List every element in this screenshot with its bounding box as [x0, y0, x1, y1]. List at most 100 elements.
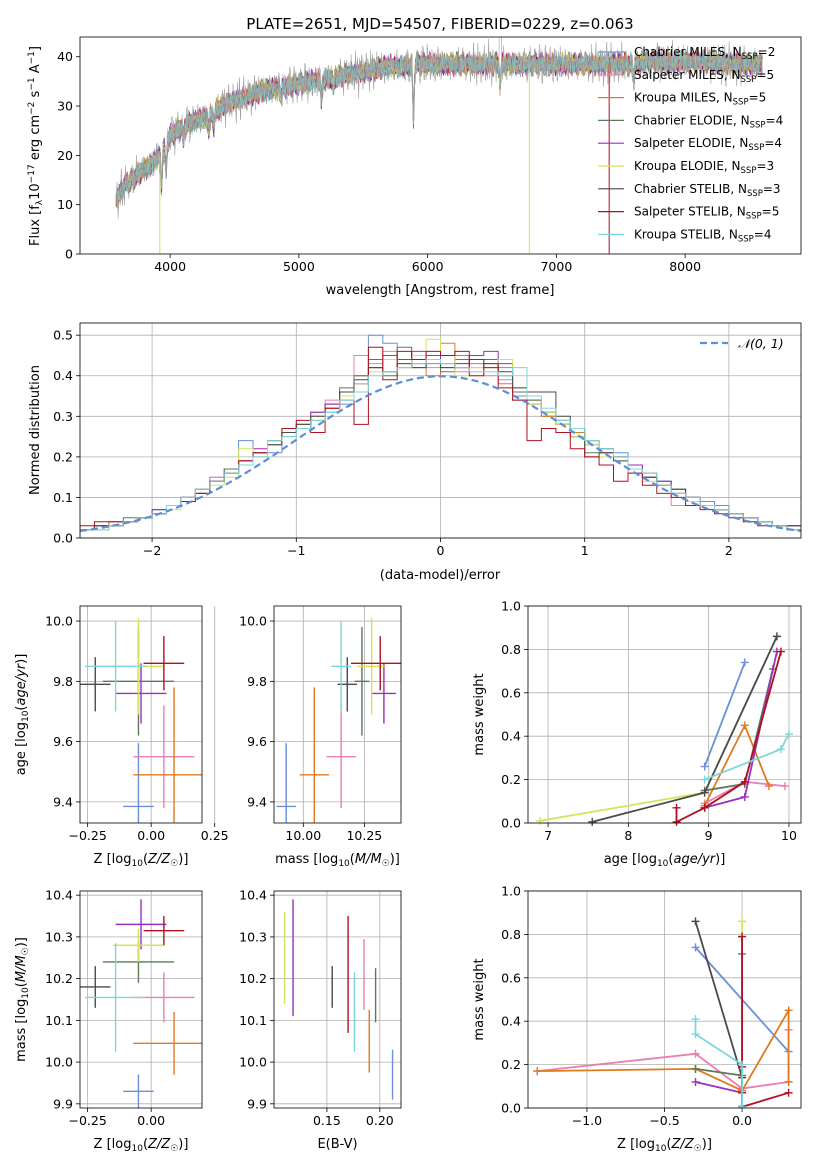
y-axis-label: Normed distribution	[28, 365, 43, 495]
y-tick-label: 9.8	[53, 674, 73, 689]
y-tick-label: 9.8	[247, 674, 267, 689]
residual-histogram-panel: −2 −1 0 1 2 0.0 0.1 0.2 0.3 0.4 0.5 𝒩(0, 1) (data-mo…	[28, 322, 802, 583]
legend-label-sub: SSP	[741, 166, 757, 176]
x-axis-label-part: M/M	[355, 852, 382, 867]
legend-label: Kroupa STELIB, NSSP=4	[634, 227, 772, 244]
x-axis-label: age [log10(age/yr)]	[604, 852, 726, 869]
x-axis-label: Z [log10(Z/Z☉)]	[617, 1137, 712, 1154]
massweight-marker	[740, 721, 749, 730]
x-axis-label-part: Z [log	[617, 1137, 655, 1152]
massweight-vs-metallicity-panel: −1.0 −0.5 0.0 0.0 0.2 0.4 0.6 0.8 1.0 Z [log10(Z/…	[472, 884, 802, 1154]
y-tick-label: 10.0	[45, 1055, 73, 1070]
massweight-marker	[740, 658, 749, 667]
x-tick-label: 10	[781, 828, 797, 843]
y-axis-label-part: −1	[27, 51, 37, 64]
x-tick-label: −2	[143, 543, 161, 558]
x-axis-label-part: 10	[657, 859, 669, 869]
y-tick-label: 40	[57, 49, 73, 64]
massweight-marker	[776, 745, 785, 754]
y-tick-label: 0.0	[501, 1101, 521, 1116]
legend-label-tail: =5	[756, 68, 774, 82]
y-tick-label: 30	[57, 99, 73, 114]
y-axis-label: mass [log10(M/M☉)]	[14, 937, 31, 1062]
massweight-marker	[536, 816, 545, 825]
y-tick-label: 9.6	[247, 734, 267, 749]
y-axis-label-part: ]	[28, 46, 43, 51]
y-tick-label: 1.0	[501, 884, 521, 899]
x-tick-label: −0.25	[68, 1113, 106, 1128]
x-axis-label-part: ☉	[382, 859, 390, 869]
legend-label-tail: =3	[763, 182, 781, 196]
legend-label-base: Kroupa STELIB, N	[634, 227, 738, 241]
legend-label-tail: =4	[766, 113, 784, 127]
y-axis-label-part: 10	[28, 183, 43, 200]
y-tick-label: 9.9	[247, 1096, 267, 1111]
spectrum-data-line	[115, 37, 763, 219]
y-tick-label: 10	[57, 197, 73, 212]
x-tick-label: 0.0	[732, 1113, 752, 1128]
x-axis-label-part: ☉	[170, 859, 178, 869]
legend-label-base: Chabrier MILES, N	[634, 45, 742, 59]
x-tick-label: 1	[581, 543, 589, 558]
x-axis-label-part: 10	[338, 859, 350, 869]
axes-frame	[273, 890, 402, 1109]
x-tick-label: 10.25	[346, 828, 382, 843]
x-tick-label: 0.00	[137, 828, 165, 843]
y-tick-label: 10.3	[45, 929, 73, 944]
x-axis-label: Z [log10(Z/Z☉)]	[94, 1137, 189, 1154]
x-axis-label: Z [log10(Z/Z☉)]	[94, 852, 189, 869]
x-tick-label: 2	[725, 543, 733, 558]
y-tick-label: 9.4	[247, 794, 267, 809]
y-axis-label: mass weight	[472, 958, 487, 1040]
massweight-marker	[691, 1015, 700, 1024]
legend-label-base: Kroupa ELODIE, N	[634, 159, 741, 173]
massweight-marker	[588, 817, 597, 826]
legend-label: Chabrier MILES, NSSP=2	[634, 45, 775, 62]
massweight-marker	[691, 1077, 700, 1086]
legend-label-base: Chabrier ELODIE, N	[634, 113, 750, 127]
histogram-step	[80, 346, 801, 538]
y-axis-label-part: (	[14, 706, 29, 711]
y-tick-label: 0.0	[53, 531, 73, 546]
x-tick-label: 7000	[540, 259, 572, 274]
x-tick-label: 7	[544, 828, 552, 843]
y-axis-label-part: −2	[27, 102, 37, 115]
age-vs-mass-panel: 10.00 10.25 9.4 9.6 9.8 10.0 mass [log10(M/M☉)…	[239, 605, 402, 869]
x-tick-label: 9	[705, 828, 713, 843]
y-tick-label: 0.8	[501, 642, 521, 657]
massweight-marker	[691, 1049, 700, 1058]
x-tick-label: −0.5	[649, 1113, 679, 1128]
y-axis-label-part: )]	[14, 937, 29, 947]
legend-label-sub: SSP	[748, 143, 764, 153]
y-tick-label: 0.0	[501, 816, 521, 831]
y-tick-label: 10.3	[239, 929, 267, 944]
legend-label-base: Kroupa MILES, N	[634, 91, 733, 105]
x-tick-label: 8	[624, 828, 632, 843]
y-axis-label-part: 10	[21, 987, 31, 999]
figure-title: PLATE=2651, MJD=54507, FIBERID=0229, z=0…	[246, 15, 633, 33]
legend-label-sub: SSP	[746, 212, 762, 222]
legend-label-tail: =5	[749, 91, 767, 105]
y-axis-label: mass weight	[472, 673, 487, 755]
y-tick-label: 10.4	[45, 888, 73, 903]
x-axis-label-part: )]	[178, 1137, 188, 1152]
x-axis-label-part: 10	[655, 1144, 667, 1154]
legend-label: Kroupa ELODIE, NSSP=3	[634, 159, 774, 176]
massweight-marker	[740, 777, 749, 786]
x-tick-label: 0	[437, 543, 445, 558]
y-axis-label-part: mass [log	[14, 999, 29, 1062]
massweight-marker	[700, 803, 709, 812]
x-axis-label: (data-model)/error	[380, 568, 501, 583]
x-axis-label-part: (	[666, 1137, 671, 1152]
y-tick-label: 0.1	[53, 490, 73, 505]
legend-label-tail: =4	[754, 227, 772, 241]
x-axis-label-part: 10	[131, 1144, 143, 1154]
massweight-marker	[533, 1067, 542, 1076]
legend-label: Salpeter MILES, NSSP=5	[634, 68, 774, 85]
x-axis-label-part: )]	[390, 852, 400, 867]
y-tick-label: 10.4	[239, 888, 267, 903]
y-axis-label-part: age [log	[14, 722, 29, 775]
x-tick-label: −1	[287, 543, 305, 558]
massweight-marker	[738, 917, 747, 926]
x-tick-label: 4000	[154, 259, 186, 274]
